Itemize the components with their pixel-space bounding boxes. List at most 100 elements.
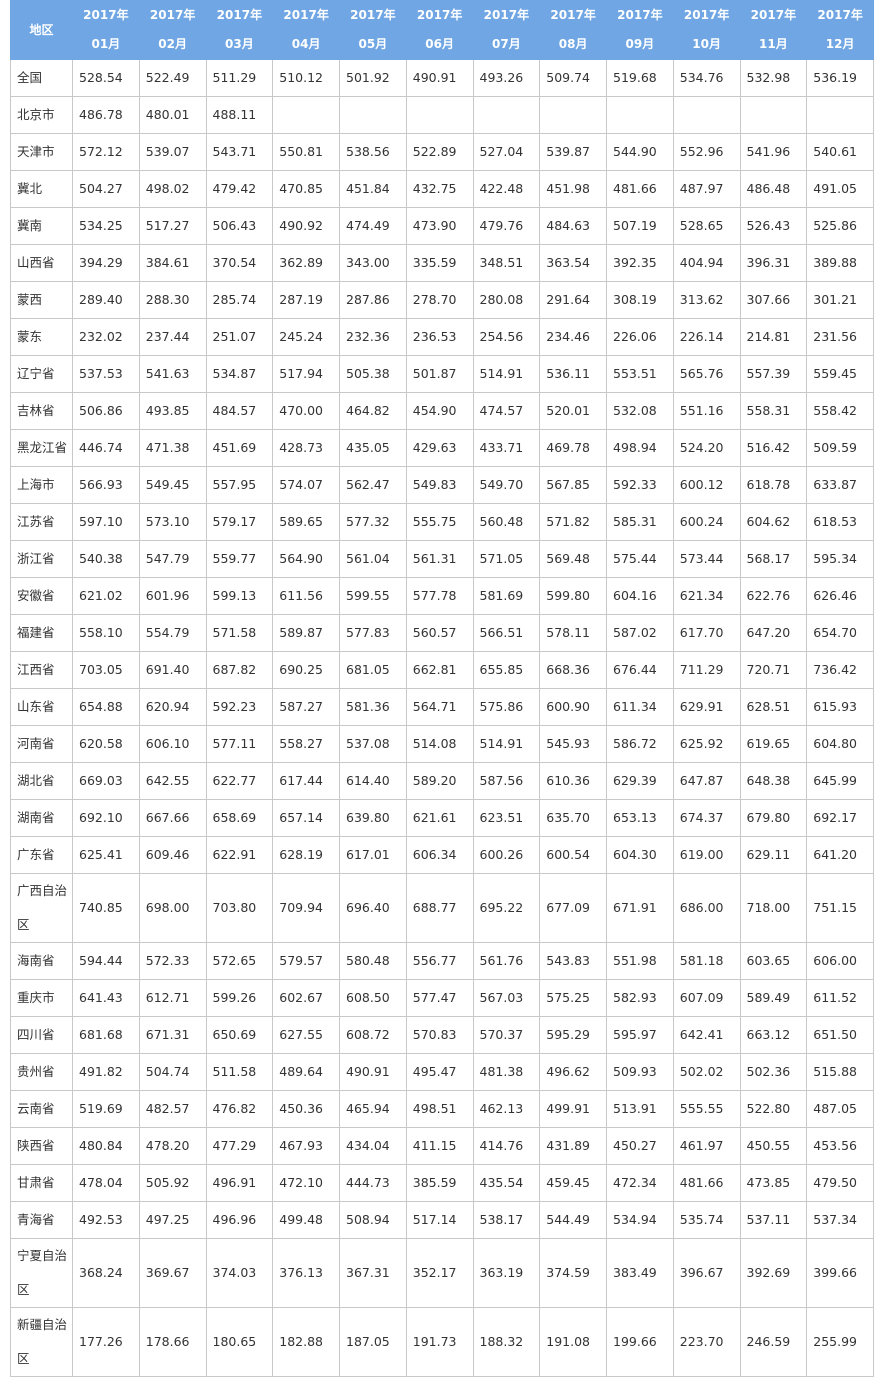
value-cell: 600.12 [672, 466, 741, 504]
value-cell: 570.83 [405, 1016, 474, 1054]
value-cell: 557.95 [205, 466, 274, 504]
value-cell: 392.35 [606, 244, 674, 282]
value-cell: 428.73 [272, 429, 340, 467]
value-cell: 479.76 [472, 207, 541, 245]
empty-cell [606, 96, 674, 134]
region-cell: 蒙东 [10, 318, 73, 356]
table-row: 广东省 625.41 609.46 622.91 628.19 617.01 606.34 6… [10, 836, 874, 874]
value-cell: 550.81 [272, 133, 340, 171]
value-cell: 669.03 [72, 762, 140, 800]
value-cell: 681.68 [72, 1016, 140, 1054]
value-cell: 522.89 [405, 133, 474, 171]
region-cell: 江西省 [10, 651, 73, 689]
value-cell: 519.69 [72, 1090, 140, 1128]
value-cell: 509.74 [539, 59, 607, 97]
value-cell: 577.83 [339, 614, 407, 652]
value-cell: 486.78 [72, 96, 140, 134]
value-cell: 537.53 [72, 355, 140, 393]
value-cell: 515.88 [806, 1053, 874, 1091]
value-cell: 472.34 [606, 1164, 674, 1202]
value-cell: 703.80 [205, 873, 274, 943]
value-cell: 610.36 [539, 762, 607, 800]
value-cell: 594.44 [72, 942, 140, 980]
value-cell: 572.12 [72, 133, 140, 171]
value-cell: 369.67 [138, 1238, 207, 1308]
value-cell: 592.23 [205, 688, 274, 726]
value-cell: 507.19 [606, 207, 674, 245]
value-cell: 549.45 [138, 466, 207, 504]
value-cell: 435.54 [472, 1164, 541, 1202]
value-cell: 532.98 [739, 59, 808, 97]
value-cell: 376.13 [272, 1238, 340, 1308]
value-cell: 348.51 [472, 244, 541, 282]
value-cell: 611.56 [272, 577, 340, 615]
region-cell: 海南省 [10, 942, 73, 980]
value-cell: 561.04 [339, 540, 407, 578]
value-cell: 237.44 [138, 318, 207, 356]
value-cell: 720.71 [739, 651, 808, 689]
region-cell: 湖南省 [10, 799, 73, 837]
value-cell: 191.73 [405, 1307, 474, 1377]
value-cell: 601.96 [138, 577, 207, 615]
value-cell: 434.04 [339, 1127, 407, 1165]
value-cell: 595.34 [806, 540, 874, 578]
value-cell: 287.19 [272, 281, 340, 319]
value-cell: 543.83 [539, 942, 607, 980]
value-cell: 653.13 [606, 799, 674, 837]
value-cell: 648.38 [739, 762, 808, 800]
value-cell: 519.68 [606, 59, 674, 97]
value-cell: 581.18 [672, 942, 741, 980]
empty-cell [339, 96, 407, 134]
value-cell: 362.89 [272, 244, 340, 282]
value-cell: 287.86 [339, 281, 407, 319]
value-cell: 633.87 [806, 466, 874, 504]
value-cell: 608.50 [339, 979, 407, 1017]
value-cell: 254.56 [472, 318, 541, 356]
value-cell: 335.59 [405, 244, 474, 282]
value-cell: 514.91 [472, 725, 541, 763]
value-cell: 641.20 [806, 836, 874, 874]
value-cell: 399.66 [806, 1238, 874, 1308]
value-cell: 574.07 [272, 466, 340, 504]
value-cell: 516.42 [739, 429, 808, 467]
value-cell: 484.57 [205, 392, 274, 430]
header-cell: 2017年12月 [806, 0, 874, 60]
value-cell: 514.91 [472, 355, 541, 393]
value-cell: 499.91 [539, 1090, 607, 1128]
value-cell: 604.16 [606, 577, 674, 615]
header-cell: 2017年01月 [72, 0, 140, 60]
value-cell: 370.54 [205, 244, 274, 282]
value-cell: 177.26 [72, 1307, 140, 1377]
value-cell: 199.66 [606, 1307, 674, 1377]
value-cell: 493.26 [472, 59, 541, 97]
header-cell: 2017年03月 [205, 0, 274, 60]
value-cell: 534.76 [672, 59, 741, 97]
value-cell: 556.77 [405, 942, 474, 980]
value-cell: 497.25 [138, 1201, 207, 1239]
value-cell: 435.05 [339, 429, 407, 467]
value-cell: 628.19 [272, 836, 340, 874]
value-cell: 604.80 [806, 725, 874, 763]
value-cell: 621.61 [405, 799, 474, 837]
value-cell: 622.91 [205, 836, 274, 874]
value-cell: 573.10 [138, 503, 207, 541]
table-row: 吉林省 506.86 493.85 484.57 470.00 464.82 454.90 4… [10, 392, 874, 430]
value-cell: 367.31 [339, 1238, 407, 1308]
region-cell: 重庆市 [10, 979, 73, 1017]
value-cell: 751.15 [806, 873, 874, 943]
value-cell: 539.07 [138, 133, 207, 171]
value-cell: 178.66 [138, 1307, 207, 1377]
value-cell: 559.77 [205, 540, 274, 578]
value-cell: 289.40 [72, 281, 140, 319]
value-cell: 718.00 [739, 873, 808, 943]
value-cell: 681.05 [339, 651, 407, 689]
value-cell: 495.47 [405, 1053, 474, 1091]
value-cell: 482.57 [138, 1090, 207, 1128]
empty-cell [472, 96, 541, 134]
value-cell: 621.02 [72, 577, 140, 615]
value-cell: 481.66 [672, 1164, 741, 1202]
value-cell: 582.93 [606, 979, 674, 1017]
value-cell: 558.31 [739, 392, 808, 430]
empty-cell [405, 96, 474, 134]
region-cell: 江苏省 [10, 503, 73, 541]
